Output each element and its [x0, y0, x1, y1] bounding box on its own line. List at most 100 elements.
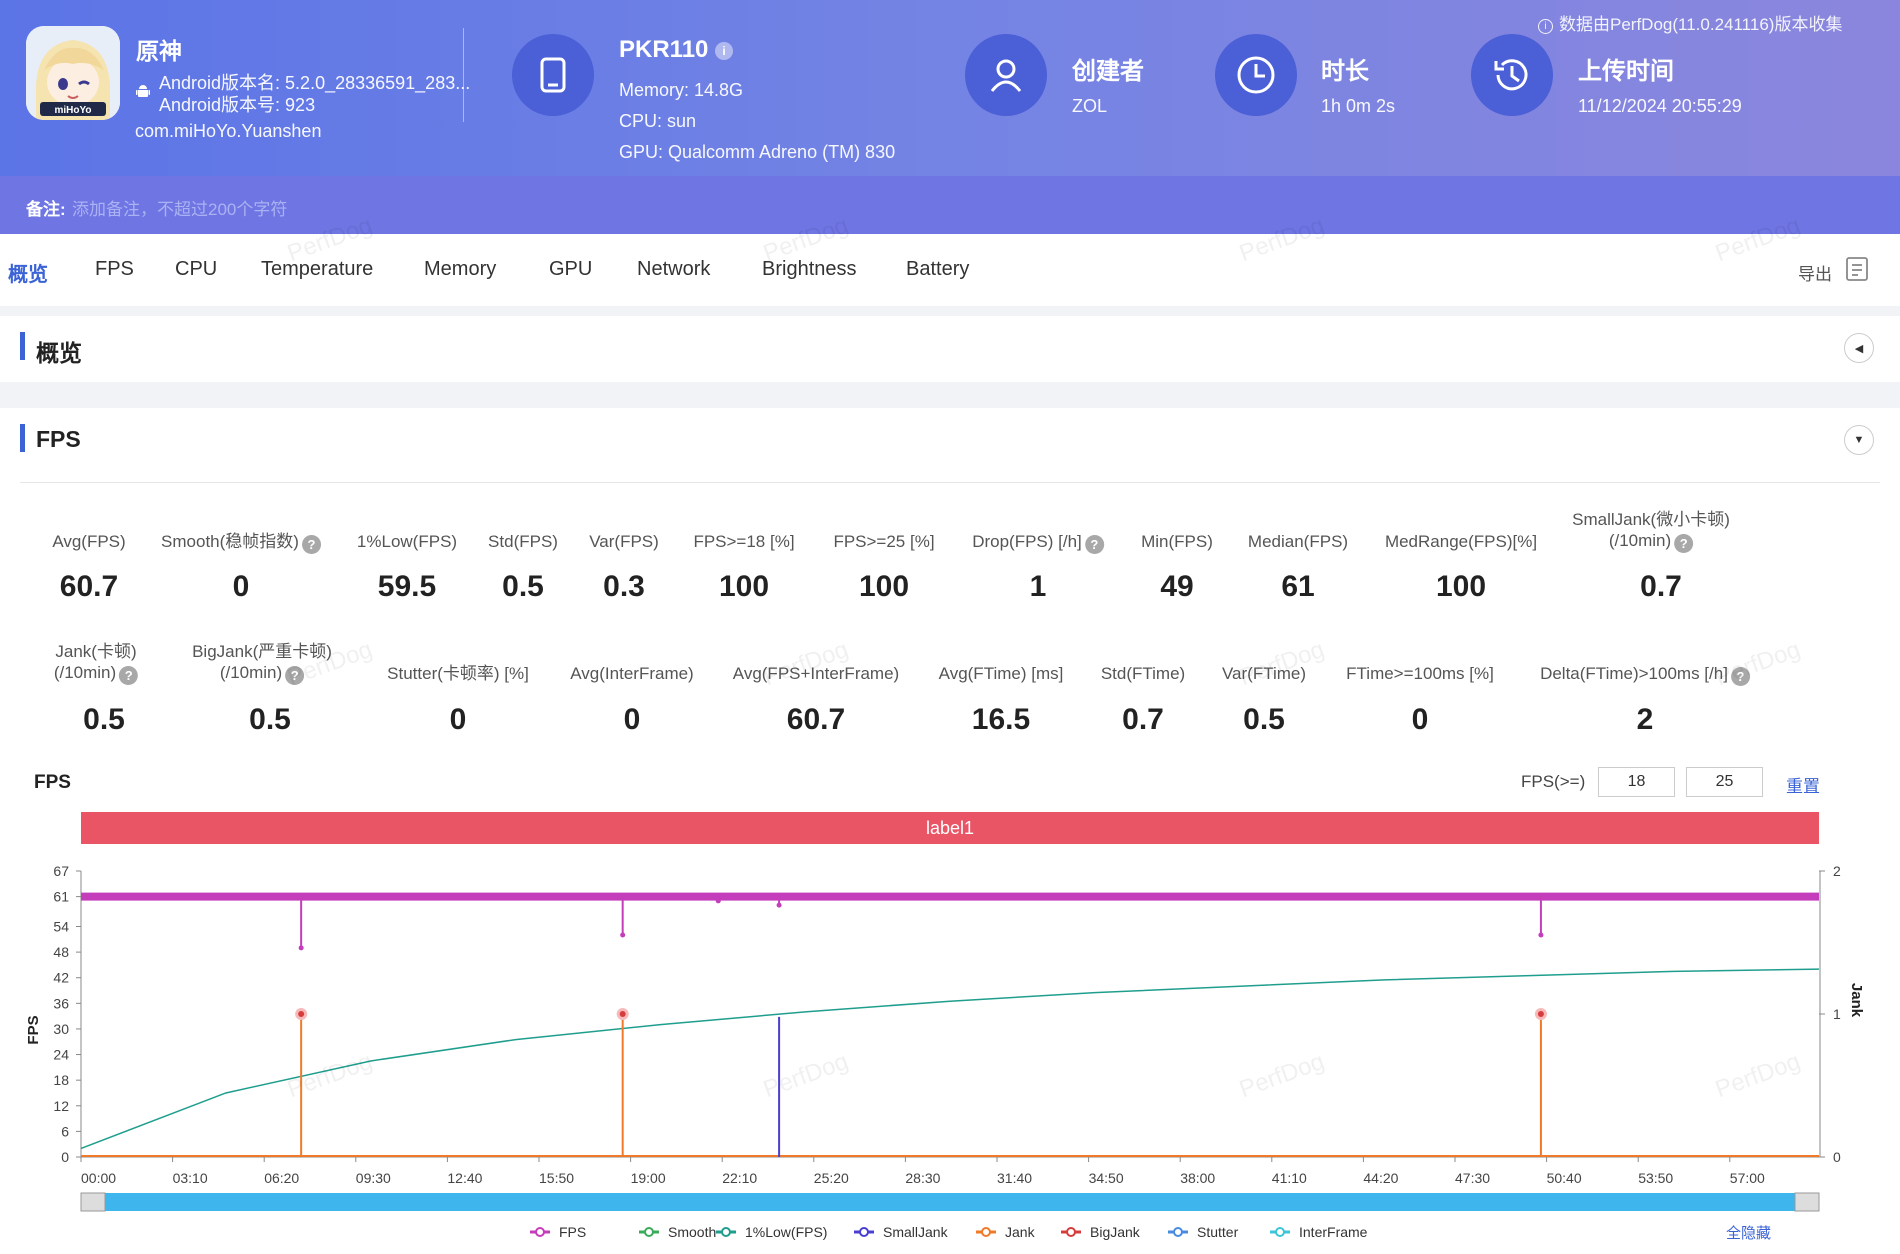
metric-value: 0.5 [502, 570, 544, 603]
metric-label: Var(FPS) [589, 532, 659, 551]
metric-label: Delta(FTime)>100ms [/h]? [1540, 663, 1750, 686]
metric-label-text: Jank(卡顿) [55, 642, 137, 661]
tab-bar: 概览 FPS CPU Temperature Memory GPU Networ… [0, 234, 1900, 306]
app-version-code: Android版本号: 923 [159, 95, 316, 115]
metric-label: Avg(FPS) [52, 532, 126, 551]
metric-label: Median(FPS) [1247, 532, 1349, 551]
fps-accent [20, 424, 25, 452]
metric-value: 61 [1281, 570, 1315, 603]
section-divider [20, 482, 1880, 483]
metric-label: MedRange(FPS)[%] [1384, 532, 1538, 551]
tab-memory[interactable]: Memory [424, 258, 497, 280]
metric-value: 59.5 [377, 570, 437, 603]
metric-label: Std(FTime) [1100, 664, 1186, 683]
metric-value: 0.5 [249, 703, 291, 736]
metric-label: Avg(FTime) [ms] [938, 664, 1064, 683]
overview-section: 概览 ◀ [0, 316, 1900, 382]
help-icon[interactable]: ? [1674, 534, 1694, 553]
fps-section-title: FPS [36, 426, 81, 452]
hide-all-button[interactable]: 全隐藏 [1726, 1225, 1772, 1242]
device-model-text: PKR110 [619, 36, 709, 63]
threshold-label: FPS(>=) [1521, 772, 1586, 791]
overview-accent [20, 332, 25, 360]
remark-input[interactable]: 添加备注，不超过200个字符 [72, 200, 288, 219]
tab-cpu[interactable]: CPU [175, 258, 218, 280]
export-icon[interactable] [1845, 256, 1871, 287]
metric-label: SmallJank(微小卡顿) (/10min)? [1572, 509, 1730, 553]
metric-label: Smooth(稳帧指数)? [161, 531, 321, 554]
metric-label: Jank(卡顿) (/10min)? [53, 641, 139, 685]
metric-value: 100 [858, 570, 910, 603]
clock-icon [1215, 34, 1297, 116]
metric-label-unit: (/10min) [53, 663, 117, 682]
duration-value: 1h 0m 2s [1321, 96, 1396, 116]
info-icon: i [1538, 19, 1553, 34]
app-version: Android版本名: 5.2.0_28336591_283... Androi… [159, 72, 470, 116]
fps-collapse-button[interactable]: ▼ [1844, 425, 1874, 455]
metric-value: 0.5 [83, 703, 125, 736]
help-icon[interactable]: ? [1084, 535, 1104, 554]
reset-button[interactable]: 重置 [1786, 777, 1820, 796]
creator-value: ZOL [1072, 96, 1108, 116]
metric-value: 49 [1160, 570, 1194, 603]
metric-value: 16.5 [971, 703, 1031, 736]
app-logo: miHoYo [26, 26, 120, 120]
metric-value: 0 [623, 703, 641, 736]
remark-label: 备注: [26, 200, 66, 219]
export-button[interactable]: 导出 [1798, 265, 1832, 284]
upload-label: 上传时间 [1578, 58, 1674, 85]
device-memory: Memory: 14.8G [619, 80, 744, 100]
tab-gpu[interactable]: GPU [549, 258, 593, 280]
help-icon[interactable]: ? [285, 666, 305, 685]
metric-label: BigJank(严重卡顿) (/10min)? [192, 641, 332, 685]
metric-label-text: Delta(FTime)>100ms [/h] [1540, 664, 1728, 683]
metric-label-text: Drop(FPS) [/h] [972, 532, 1082, 551]
help-icon[interactable]: ? [119, 666, 139, 685]
metric-value: 60.7 [59, 570, 119, 603]
duration-label: 时长 [1321, 58, 1369, 85]
metric-label: Drop(FPS) [/h]? [972, 531, 1104, 554]
app-version-name: Android版本名: 5.2.0_28336591_283... [159, 73, 471, 93]
report-header: miHoYo 原神 Android版本名: 5.2.0_28336591_283… [0, 0, 1900, 176]
metric-value: 100 [718, 570, 770, 603]
upload-value: 11/12/2024 20:55:29 [1578, 96, 1742, 116]
label-bar[interactable]: label1 [81, 812, 1819, 844]
metric-label-text: Smooth(稳帧指数) [161, 532, 299, 551]
metric-value: 0.7 [1640, 570, 1682, 603]
metric-label: Avg(InterFrame) [570, 664, 694, 683]
metric-label-unit: (/10min) [219, 663, 283, 682]
tab-fps[interactable]: FPS [95, 258, 134, 280]
metric-value: 60.7 [786, 703, 846, 736]
tab-overview[interactable]: 概览 [8, 264, 48, 286]
metric-label: FTime>=100ms [%] [1346, 664, 1494, 683]
metric-label-text: SmallJank(微小卡顿) [1572, 510, 1730, 529]
threshold-input-1[interactable]: 18 [1598, 767, 1675, 797]
history-icon [1471, 34, 1553, 116]
metric-label: 1%Low(FPS) [356, 532, 458, 551]
metric-value: 0 [1411, 703, 1429, 736]
help-icon[interactable]: ? [1730, 667, 1750, 686]
tab-battery[interactable]: Battery [906, 258, 970, 280]
metric-value: 0 [232, 570, 250, 603]
tab-temperature[interactable]: Temperature [261, 258, 374, 280]
header-divider [463, 28, 464, 122]
metric-value: 0.7 [1122, 703, 1164, 736]
metric-label: FPS>=25 [%] [833, 532, 935, 551]
threshold-input-2[interactable]: 25 [1686, 767, 1763, 797]
metric-label-text: BigJank(严重卡顿) [192, 642, 332, 661]
metric-value: 100 [1435, 570, 1487, 603]
device-cpu: CPU: sun [619, 111, 697, 131]
app-package: com.miHoYo.Yuanshen [135, 121, 322, 141]
metric-label: Std(FPS) [488, 532, 558, 551]
metric-label: Stutter(卡顿率) [%] [387, 664, 529, 683]
tab-network[interactable]: Network [637, 258, 711, 280]
metric-value: 1 [1029, 570, 1047, 603]
overview-collapse-button[interactable]: ◀ [1844, 333, 1874, 363]
logo-text: miHoYo [54, 105, 91, 116]
device-info-icon[interactable]: i [715, 42, 734, 60]
device-icon [512, 34, 594, 116]
source-note-text: 数据由PerfDog(11.0.241116)版本收集 [1559, 15, 1843, 34]
metric-value: 0.3 [603, 570, 645, 603]
tab-brightness[interactable]: Brightness [762, 258, 857, 280]
help-icon[interactable]: ? [301, 535, 321, 554]
